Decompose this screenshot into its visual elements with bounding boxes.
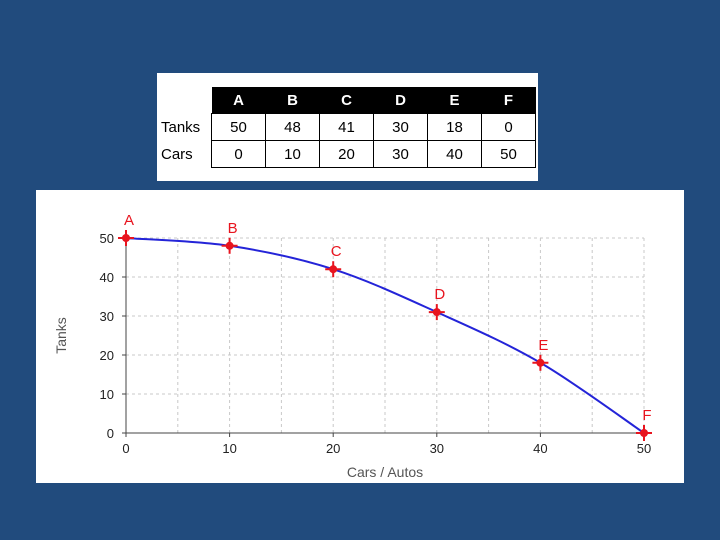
table-cell: 30 xyxy=(373,113,428,141)
x-axis-title: Cars / Autos xyxy=(347,464,423,480)
point-label: D xyxy=(434,286,445,303)
table-header-cell: C xyxy=(319,87,374,114)
point-label: F xyxy=(642,407,651,424)
data-table: A B C D E F Tanks 50 48 41 30 18 0 Cars … xyxy=(159,87,536,168)
point-label: C xyxy=(331,243,342,260)
ppf-chart: 0 10 20 30 40 50 0 10 20 30 40 50 Cars / Autos Tanks A… xyxy=(53,212,652,480)
y-tick-label: 50 xyxy=(100,231,114,246)
table-header-cell: E xyxy=(427,87,482,114)
table-cell: 0 xyxy=(481,113,536,141)
table-cell: 0 xyxy=(211,140,266,168)
y-tick-label: 20 xyxy=(100,348,114,363)
y-tick-label: 0 xyxy=(107,426,114,441)
table-cell: 30 xyxy=(373,140,428,168)
x-tick-label: 0 xyxy=(122,441,129,456)
y-tick-label: 30 xyxy=(100,309,114,324)
table-row-label: Cars xyxy=(161,145,193,163)
point-label: A xyxy=(124,212,134,229)
table-cell: 10 xyxy=(265,140,320,168)
table-header-cell: F xyxy=(481,87,536,114)
table-row-label: Tanks xyxy=(161,118,201,136)
x-tick-label: 30 xyxy=(430,441,444,456)
table-cell: 50 xyxy=(481,140,536,168)
table-cell: 18 xyxy=(427,113,482,141)
x-tick-label: 40 xyxy=(533,441,547,456)
x-tick-label: 10 xyxy=(222,441,236,456)
point-label: E xyxy=(538,337,548,354)
table-header-row: A B C D E F xyxy=(159,87,536,114)
y-axis-title: Tanks xyxy=(53,317,69,354)
table-header-cell: A xyxy=(211,87,266,114)
x-tick-label: 20 xyxy=(326,441,340,456)
table-header-cell: B xyxy=(265,87,320,114)
table-cell: 20 xyxy=(319,140,374,168)
y-tick-label: 40 xyxy=(100,270,114,285)
ppf-curve xyxy=(125,237,645,434)
table-cell: 41 xyxy=(319,113,374,141)
table-corner-cell xyxy=(159,87,212,114)
y-tick-label: 10 xyxy=(100,387,114,402)
chart-card: 0 10 20 30 40 50 0 10 20 30 40 50 Cars / Autos Tanks A… xyxy=(36,190,684,483)
table-row-cars: Cars 0 10 20 30 40 50 xyxy=(159,140,536,168)
table-row-tanks: Tanks 50 48 41 30 18 0 xyxy=(159,113,536,141)
table-header-cell: D xyxy=(373,87,428,114)
point-label: B xyxy=(228,220,238,237)
table-cell: 48 xyxy=(265,113,320,141)
table-cell: 40 xyxy=(427,140,482,168)
table-cell: 50 xyxy=(211,113,266,141)
data-table-card: A B C D E F Tanks 50 48 41 30 18 0 Cars … xyxy=(157,73,538,181)
x-tick-label: 50 xyxy=(637,441,651,456)
